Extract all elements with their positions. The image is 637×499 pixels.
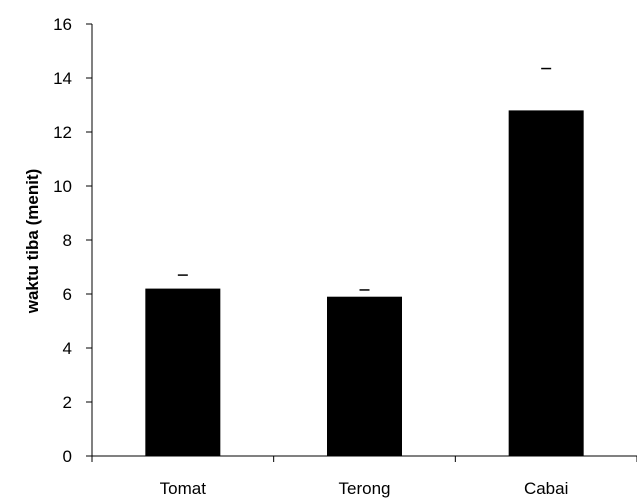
y-tick-label: 14	[53, 69, 72, 88]
bars	[145, 110, 584, 457]
y-tick-label: 2	[63, 393, 72, 412]
bar-terong	[327, 296, 402, 456]
y-tick-label: 6	[63, 285, 72, 304]
y-tick-label: 4	[63, 339, 72, 358]
y-tick-label: 12	[53, 123, 72, 142]
y-tick-label: 0	[63, 447, 72, 466]
x-category-label: Tomat	[160, 479, 207, 498]
y-tick-label: 8	[63, 231, 72, 250]
y-axis: 0 2 4 6 8 10 12 14 16	[53, 15, 93, 466]
x-category-label: Terong	[339, 479, 391, 498]
x-category-label: Cabai	[524, 479, 568, 498]
error-caps	[177, 67, 552, 291]
y-tick-label: 10	[53, 177, 72, 196]
bar-tomat	[145, 288, 221, 456]
y-tick-label: 16	[53, 15, 72, 34]
bar-cabai	[508, 110, 584, 457]
x-axis: Tomat Terong Cabai	[91, 455, 637, 498]
y-axis-title: waktu tiba (menit)	[23, 169, 42, 315]
